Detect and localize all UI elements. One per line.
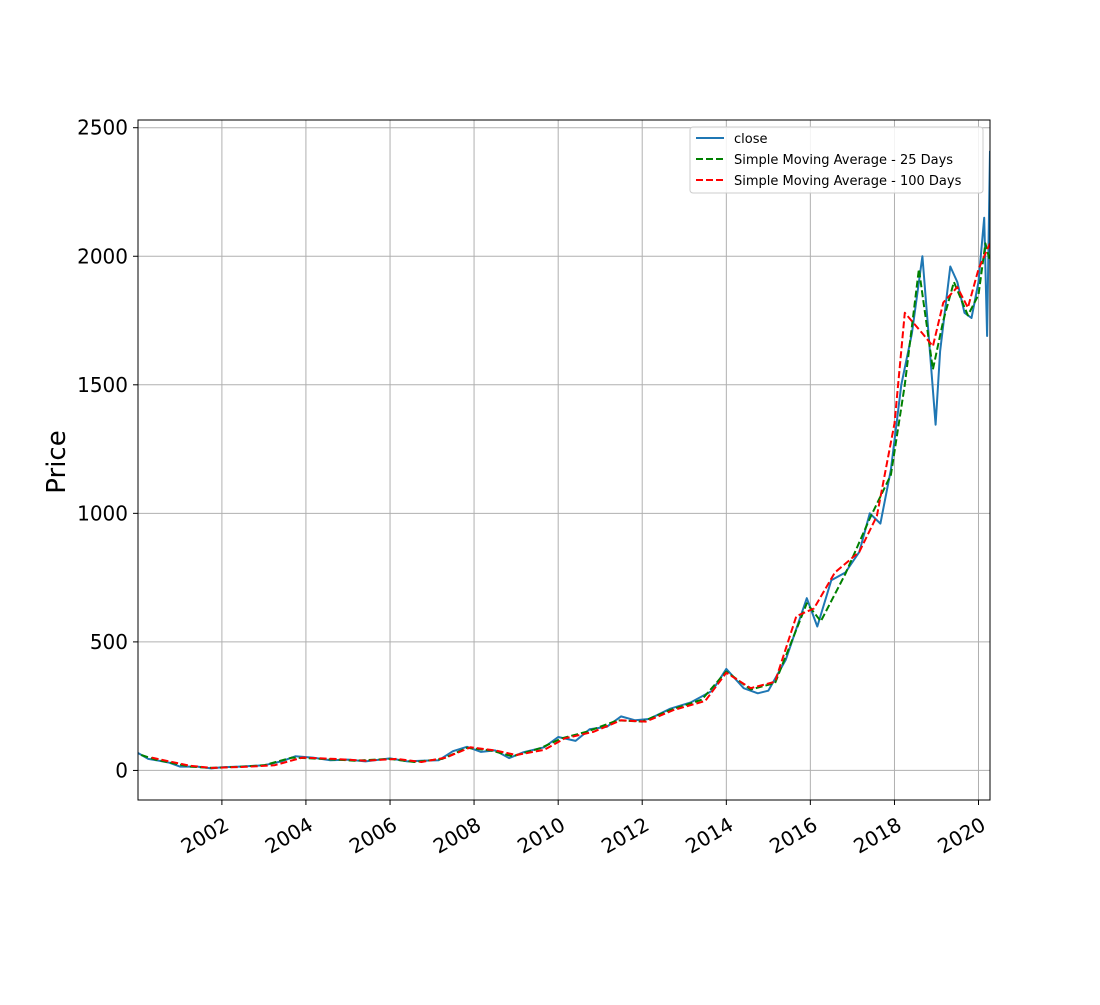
legend: close Simple Moving Average - 25 Days Simp…	[689, 126, 984, 194]
y-tick-label: 1000	[77, 501, 128, 525]
series-line-2	[151, 242, 990, 769]
y-tick-label: 2000	[77, 244, 128, 268]
y-tick-label: 500	[90, 630, 128, 654]
grid	[138, 120, 990, 800]
series-lines	[138, 150, 990, 770]
y-tick-label: 2500	[77, 116, 128, 140]
legend-label: close	[734, 132, 767, 147]
legend-label: Simple Moving Average - 25 Days	[734, 153, 953, 168]
y-axis-label: Price	[42, 430, 72, 493]
y-tick-label: 1500	[77, 373, 128, 397]
plot-frame	[137, 119, 991, 801]
y-tick-label: 0	[115, 758, 128, 782]
series-line-0	[138, 150, 990, 770]
legend-box	[689, 126, 984, 194]
legend-label: Simple Moving Average - 100 Days	[734, 174, 962, 189]
